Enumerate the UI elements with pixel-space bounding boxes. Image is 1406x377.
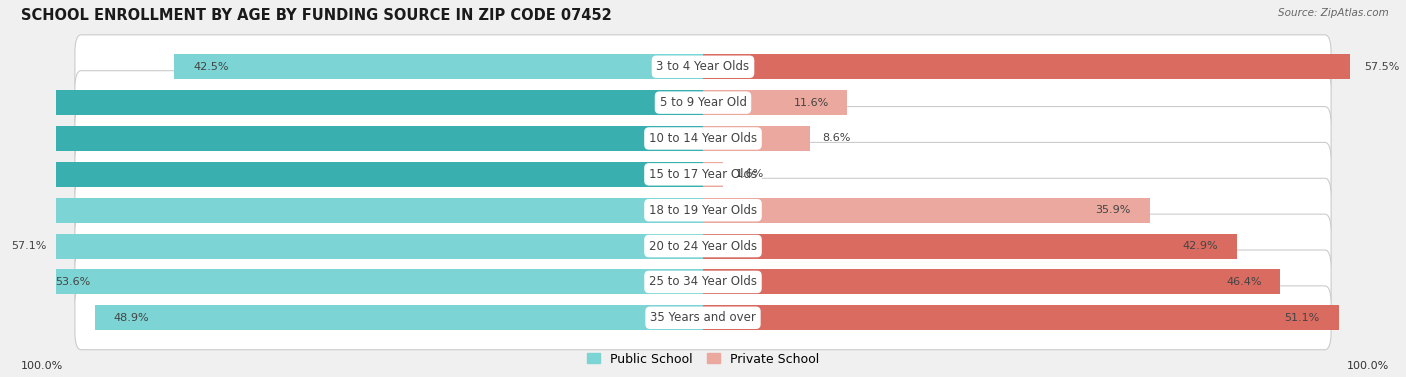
Text: 35 Years and over: 35 Years and over xyxy=(650,311,756,324)
FancyBboxPatch shape xyxy=(75,214,1331,278)
Text: 11.6%: 11.6% xyxy=(793,98,828,107)
Bar xyxy=(703,90,848,115)
Text: 25 to 34 Year Olds: 25 to 34 Year Olds xyxy=(650,276,756,288)
Text: 57.5%: 57.5% xyxy=(1364,62,1399,72)
FancyBboxPatch shape xyxy=(75,107,1331,170)
Bar xyxy=(703,233,1237,259)
Text: 20 to 24 Year Olds: 20 to 24 Year Olds xyxy=(650,239,756,253)
Text: Source: ZipAtlas.com: Source: ZipAtlas.com xyxy=(1278,8,1389,18)
FancyBboxPatch shape xyxy=(75,71,1331,135)
Bar xyxy=(0,233,703,259)
FancyBboxPatch shape xyxy=(75,250,1331,314)
Text: 42.5%: 42.5% xyxy=(193,62,229,72)
FancyBboxPatch shape xyxy=(75,143,1331,206)
Text: 46.4%: 46.4% xyxy=(1226,277,1261,287)
Bar xyxy=(94,305,703,330)
Bar xyxy=(0,90,703,115)
Bar xyxy=(703,198,1150,223)
Text: 8.6%: 8.6% xyxy=(823,133,851,144)
Bar xyxy=(0,198,703,223)
Text: 53.6%: 53.6% xyxy=(55,277,90,287)
Text: 51.1%: 51.1% xyxy=(1285,313,1320,323)
FancyBboxPatch shape xyxy=(75,178,1331,242)
Text: SCHOOL ENROLLMENT BY AGE BY FUNDING SOURCE IN ZIP CODE 07452: SCHOOL ENROLLMENT BY AGE BY FUNDING SOUR… xyxy=(21,8,612,23)
Text: 15 to 17 Year Olds: 15 to 17 Year Olds xyxy=(650,168,756,181)
Bar xyxy=(0,162,703,187)
Bar xyxy=(703,54,1406,79)
Bar xyxy=(703,126,810,151)
Text: 1.6%: 1.6% xyxy=(735,169,763,179)
Text: 3 to 4 Year Olds: 3 to 4 Year Olds xyxy=(657,60,749,73)
Legend: Public School, Private School: Public School, Private School xyxy=(582,348,824,371)
Text: 18 to 19 Year Olds: 18 to 19 Year Olds xyxy=(650,204,756,217)
FancyBboxPatch shape xyxy=(75,286,1331,350)
Text: 57.1%: 57.1% xyxy=(11,241,46,251)
Text: 100.0%: 100.0% xyxy=(1347,361,1389,371)
Text: 5 to 9 Year Old: 5 to 9 Year Old xyxy=(659,96,747,109)
Bar xyxy=(0,126,703,151)
Bar xyxy=(703,270,1279,294)
Text: 100.0%: 100.0% xyxy=(21,361,63,371)
Bar xyxy=(174,54,703,79)
Bar xyxy=(37,270,703,294)
Text: 35.9%: 35.9% xyxy=(1095,205,1130,215)
Bar xyxy=(703,162,723,187)
Bar xyxy=(703,305,1339,330)
Text: 42.9%: 42.9% xyxy=(1182,241,1218,251)
Text: 48.9%: 48.9% xyxy=(114,313,149,323)
FancyBboxPatch shape xyxy=(75,35,1331,99)
Text: 10 to 14 Year Olds: 10 to 14 Year Olds xyxy=(650,132,756,145)
